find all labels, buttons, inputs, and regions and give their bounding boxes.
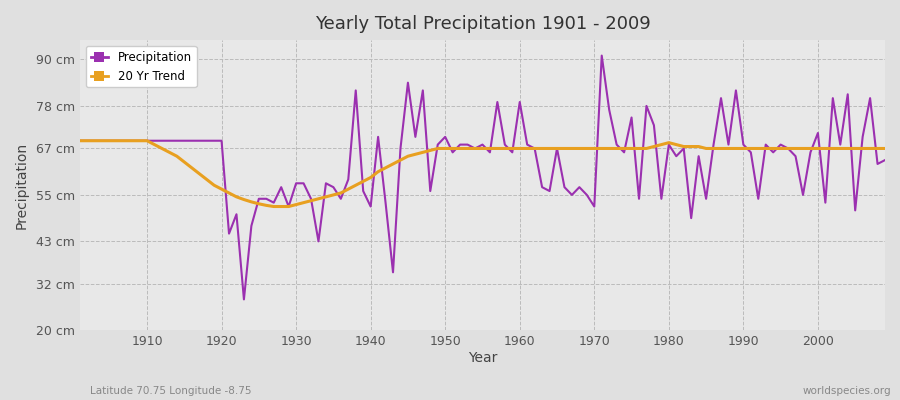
- X-axis label: Year: Year: [468, 351, 497, 365]
- Title: Yearly Total Precipitation 1901 - 2009: Yearly Total Precipitation 1901 - 2009: [315, 15, 651, 33]
- Text: Latitude 70.75 Longitude -8.75: Latitude 70.75 Longitude -8.75: [90, 386, 251, 396]
- Legend: Precipitation, 20 Yr Trend: Precipitation, 20 Yr Trend: [86, 46, 196, 87]
- Text: worldspecies.org: worldspecies.org: [803, 386, 891, 396]
- Y-axis label: Precipitation: Precipitation: [15, 142, 29, 229]
